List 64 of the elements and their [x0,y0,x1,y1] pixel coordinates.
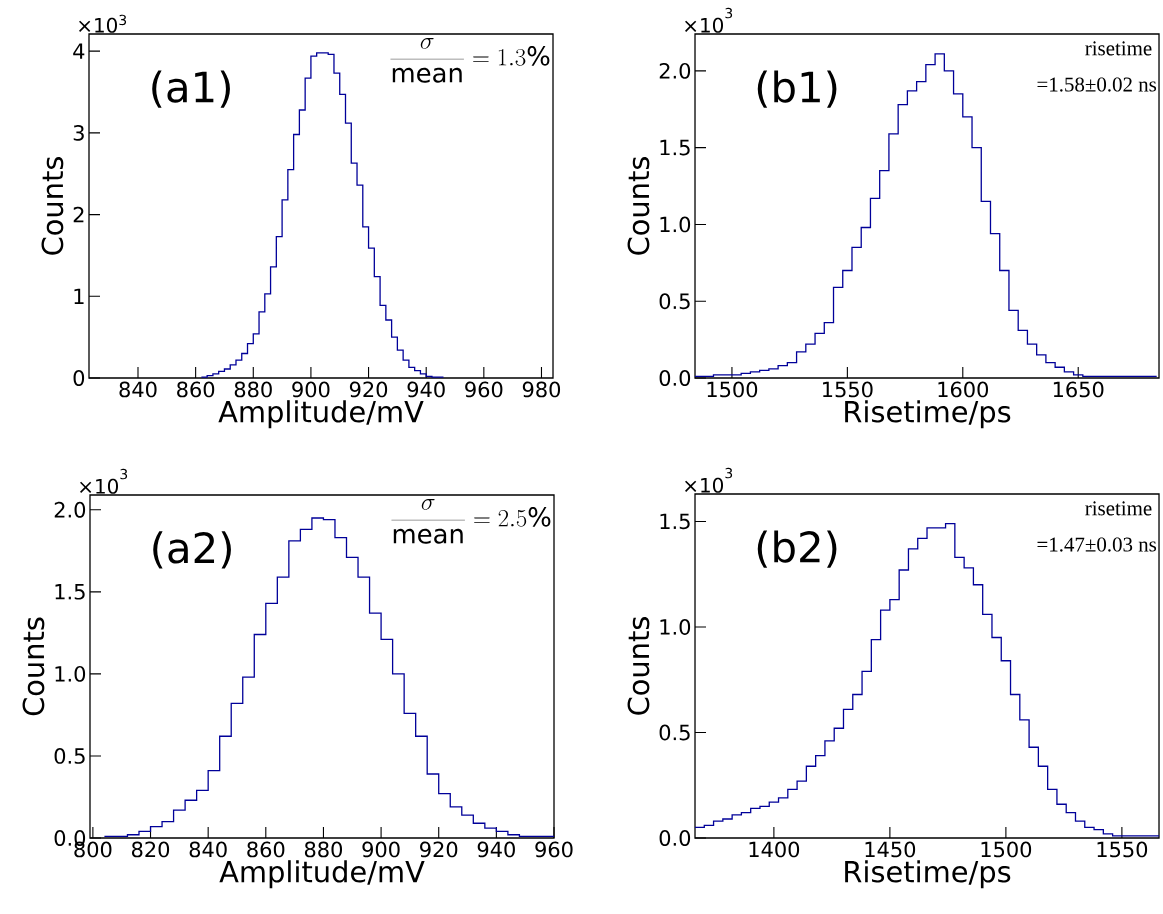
x-tick-label: 880 [234,381,272,398]
x-tick-label: 860 [247,841,285,858]
x-tick-label: 860 [177,381,215,398]
y-tick-label: 1.5 [660,139,690,156]
x-axis-title: Amplitude/mV [219,860,425,889]
annotation: =1.47±0.03 ns [1037,537,1157,552]
y-tick-label: 2.0 [54,501,86,518]
x-tick-label: 920 [349,381,388,398]
y-axis-title: Counts [41,156,64,255]
x-tick-label: 1650 [1053,381,1104,398]
x-tick-label: 820 [131,841,170,858]
annotation: (a1) [152,70,230,108]
x-axis-title: Amplitude/mV [218,400,424,429]
y-tick-label: 2 [73,206,84,223]
x-tick-label: 960 [535,841,573,858]
y-tick-label: 0.5 [659,293,690,310]
x-tick-label: 840 [119,381,157,398]
annotation: $\frac{\sigma}{\mathrm{mean}} = 1.3\%$ [390,37,550,83]
x-tick-label: 1550 [823,381,873,398]
text: ×10$^{3}$ [79,14,127,33]
y-tick-label: 0.0 [659,370,691,386]
y-tick-label: 0.5 [659,724,690,741]
text: ×103 [685,467,733,493]
y-tick-label: 2.0 [659,62,691,79]
y-tick-label: 4 [73,43,85,59]
x-axis-title: Risetime/ps [845,400,1011,429]
y-tick-label: 3 [73,124,84,141]
annotation: (b2) [757,530,837,568]
x-tick-label: 960 [465,381,503,398]
y-tick-label: 1.5 [55,584,85,600]
text: ×103 [80,468,128,494]
y-tick-label: 1.0 [55,665,86,682]
y-tick-label: 1.0 [660,619,691,635]
x-tick-label: 900 [292,381,330,398]
y-axis-title: Counts [627,156,650,255]
x-axis-title: Risetime/ps [845,860,1011,889]
x-tick-label: 1450 [865,841,916,858]
annotation: (b1) [757,70,837,108]
annotation: $\frac{\sigma}{\mathrm{mean}} = 2.5\%$ [391,498,551,544]
x-tick-label: 880 [304,841,343,858]
y-tick-label: 1.5 [660,513,690,530]
x-tick-label: 1600 [938,381,989,398]
x-tick-label: 940 [407,381,445,398]
x-tick-label: 940 [477,841,515,858]
y-tick-label: 0 [73,370,85,386]
x-tick-label: 900 [362,841,400,858]
annotation: (a2) [153,531,231,569]
y-tick-label: 0.5 [54,748,85,764]
y-axis-title: Counts [627,616,650,715]
x-tick-label: 840 [189,841,227,858]
text: ×103 [685,7,733,33]
y-axis-title: Counts [22,617,45,716]
x-tick-label: 980 [522,381,561,398]
y-tick-label: 1.0 [660,216,691,233]
y-tick-label: 1 [74,288,84,304]
x-tick-label: 1500 [981,841,1032,858]
y-tick-label: 0.0 [659,830,691,846]
annotation: risetime [1085,41,1152,56]
x-tick-label: 1500 [707,381,758,398]
annotation: =1.58±0.02 ns [1037,77,1157,92]
x-tick-label: 1400 [749,841,800,858]
x-tick-label: 1550 [1097,841,1148,858]
x-tick-label: 920 [420,841,458,858]
annotation: risetime [1085,501,1152,516]
